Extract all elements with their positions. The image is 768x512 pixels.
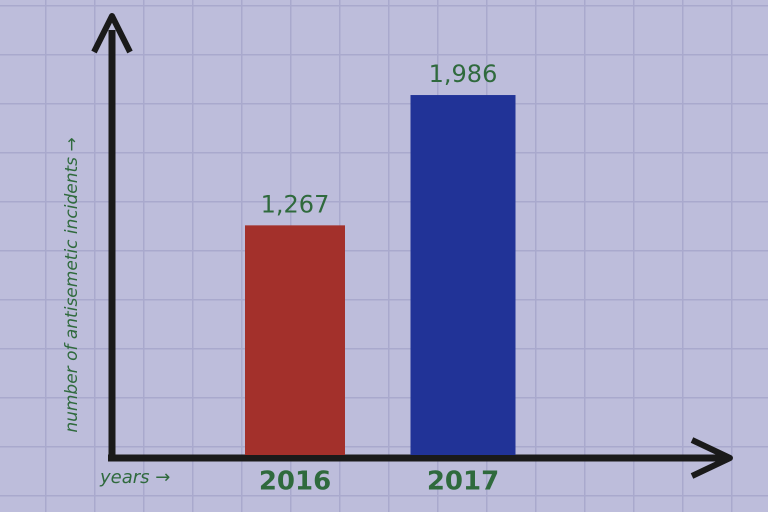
x-tick-label: 2017 bbox=[427, 467, 499, 497]
value-label: 1,986 bbox=[429, 60, 498, 88]
x-tick-label: 2016 bbox=[259, 467, 331, 497]
bar bbox=[245, 225, 345, 455]
y-axis-arrow bbox=[91, 13, 133, 54]
axes bbox=[91, 13, 733, 479]
y-axis-label: number of antisemetic incidents → bbox=[62, 137, 82, 432]
value-label: 1,267 bbox=[261, 190, 330, 218]
x-axis-label: years → bbox=[99, 467, 170, 488]
bar bbox=[410, 95, 516, 455]
x-axis-arrow bbox=[690, 437, 733, 479]
